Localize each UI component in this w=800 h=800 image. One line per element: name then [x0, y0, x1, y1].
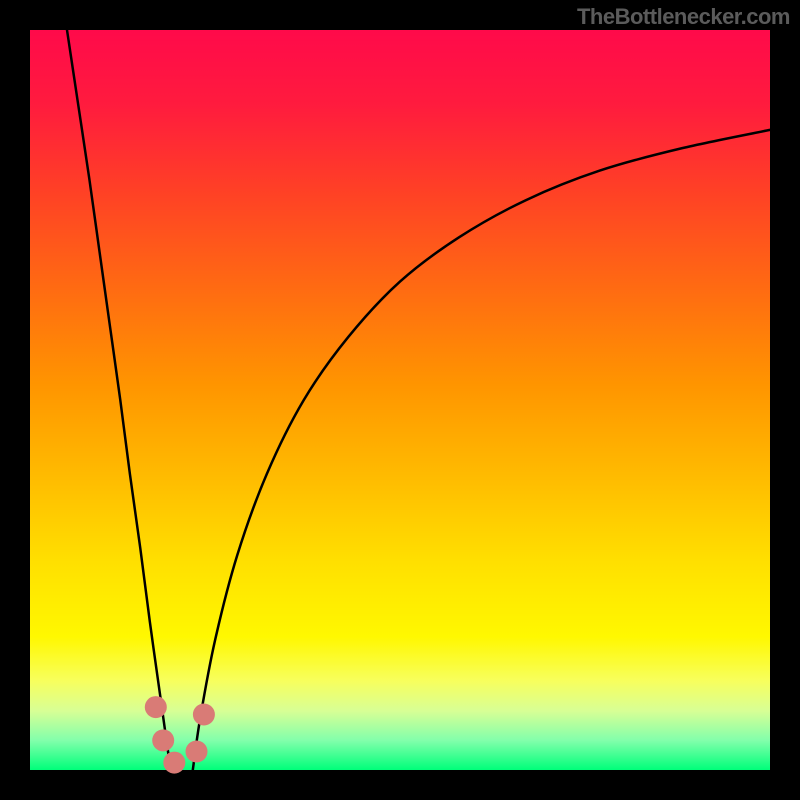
data-point-marker: [193, 704, 215, 726]
data-point-marker: [186, 741, 208, 763]
bottleneck-chart-svg: [0, 0, 800, 800]
data-point-marker: [145, 696, 167, 718]
data-point-marker: [152, 729, 174, 751]
chart-gradient-bg: [30, 30, 770, 770]
data-point-marker: [163, 752, 185, 774]
